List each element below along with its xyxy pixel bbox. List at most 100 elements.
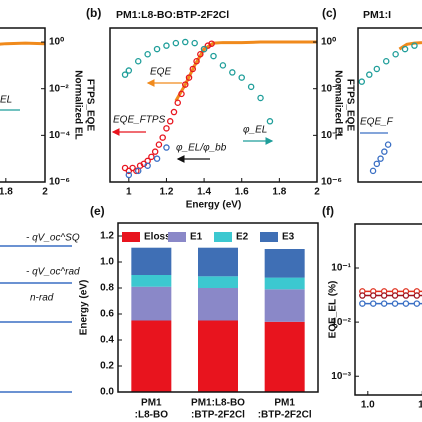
bar-segment (198, 320, 238, 392)
y-tick-label: 0.0 (100, 387, 114, 398)
y-axis-label: EQE_EL (%) (328, 281, 339, 339)
series-line (174, 40, 317, 102)
x-tick-label: 1.8 (272, 187, 286, 198)
series-label: φ_EL/φ_bb (176, 143, 227, 154)
annotation: EL (0, 95, 12, 106)
y-tick-label: 0.6 (100, 309, 114, 320)
annotation: EQE_F (360, 117, 394, 128)
plot-frame (357, 27, 422, 183)
series-label: EQE (150, 67, 171, 78)
bar-segment (264, 249, 305, 278)
data-point (159, 134, 166, 141)
y-tick-label: 10⁻⁴ (321, 130, 342, 141)
y-axis-label: FTPS_EQE (84, 79, 95, 132)
y-tick-label: 0.4 (100, 335, 114, 346)
x-tick-label: 1.4 (197, 187, 211, 198)
data-point (182, 81, 189, 88)
data-point (411, 42, 418, 49)
data-point (121, 71, 129, 78)
x-tick-label: PM1:L8-BO (191, 398, 245, 409)
data-point (189, 65, 197, 73)
bar-segment (264, 289, 305, 322)
data-point (163, 42, 170, 49)
y-tick-label: 10⁻¹ (331, 263, 351, 274)
data-point (174, 99, 181, 106)
plot-area (131, 247, 305, 392)
y-axis-label: Normalized EL (332, 70, 343, 139)
x-tick-label: :BTP-2F2Cl (258, 410, 312, 421)
x-tick-label: 2 (314, 187, 320, 198)
panel-label: (c) (322, 6, 337, 20)
chart-title: PM1:I (363, 9, 391, 21)
data-point (359, 300, 366, 307)
data-point (134, 58, 142, 65)
data-point (370, 292, 377, 299)
bar-segment (131, 320, 172, 392)
legend-label: E2 (236, 232, 249, 243)
data-point (369, 167, 377, 175)
series-label: EQE_FTPS (113, 115, 166, 126)
x-tick-label: :BTP-2F2Cl (191, 410, 245, 421)
x-tick-label: 1.6 (235, 187, 249, 198)
legend-swatch (168, 232, 186, 242)
chart-title: PM1:L8-BO:BTP-2F2Cl (116, 9, 229, 21)
data-point (359, 292, 366, 299)
data-point (134, 167, 142, 175)
y-axis-label: FTPS_EQE (344, 79, 355, 132)
data-point (191, 39, 198, 47)
x-tick-label: 1 (126, 187, 132, 198)
data-point (413, 300, 421, 307)
data-point (155, 141, 163, 148)
x-tick-label: 1. (418, 400, 422, 411)
x-tick-label: 2 (42, 187, 48, 198)
y-tick-label: 1.0 (100, 257, 114, 268)
series-line (0, 41, 45, 46)
data-point (178, 90, 185, 98)
data-point (170, 108, 178, 116)
y-tick-label: 10⁻⁶ (321, 177, 342, 188)
data-point (380, 292, 388, 299)
diagram-label: - qV_oc^SQ (26, 233, 80, 244)
data-point (358, 78, 366, 85)
data-point (148, 153, 155, 161)
y-tick-label: 10⁻⁶ (49, 177, 70, 188)
y-tick-label: 10⁰ (49, 37, 64, 48)
panel-label: (f) (322, 204, 334, 218)
diagram-label: n-rad (30, 293, 54, 304)
x-tick-label: PM1 (274, 398, 295, 409)
data-point (238, 74, 245, 81)
bar-segment (131, 286, 172, 321)
plot-area (359, 288, 422, 307)
data-point (401, 45, 409, 53)
data-point (208, 40, 215, 47)
bar-segment (198, 247, 238, 277)
x-axis-label: Energy (eV) (186, 200, 242, 211)
legend-swatch (122, 232, 140, 242)
legend-swatch (260, 232, 278, 242)
data-point (373, 65, 381, 73)
bar-segment (264, 321, 305, 392)
y-tick-label: 10⁻² (321, 83, 341, 94)
data-point (144, 162, 151, 169)
bar-segment (198, 288, 238, 321)
y-tick-label: 10⁻⁴ (49, 130, 70, 141)
x-tick-label: :L8-BO (135, 410, 169, 421)
diagram-label: - qV_oc^rad (26, 267, 80, 278)
y-tick-label: 0.8 (100, 283, 114, 294)
x-tick-label: 1.2 (160, 187, 174, 198)
bar-segment (264, 277, 305, 290)
y-tick-label: 10⁻² (331, 317, 351, 328)
series-label: φ_EL (243, 125, 267, 136)
data-point (163, 125, 170, 132)
plot-area (0, 41, 45, 46)
x-tick-label: 1.8 (0, 187, 13, 198)
data-point (392, 50, 399, 58)
data-point (193, 58, 200, 65)
data-point (391, 292, 399, 299)
data-point (153, 155, 161, 162)
data-point (182, 38, 189, 46)
data-point (219, 62, 227, 69)
y-axis-label: Energy (eV) (79, 280, 90, 336)
data-point (366, 71, 373, 78)
